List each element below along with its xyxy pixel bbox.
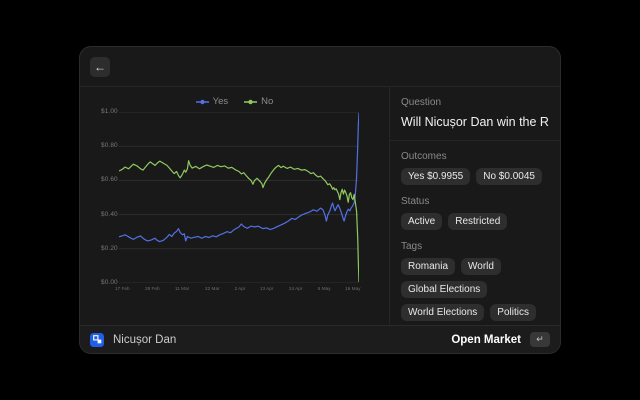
x-axis-tick-label: 11 Mar xyxy=(175,286,190,292)
enter-icon: ↵ xyxy=(536,334,544,344)
outcomes-label: Outcomes xyxy=(401,151,447,162)
enter-key-badge[interactable]: ↵ xyxy=(530,332,550,347)
back-button[interactable]: ← xyxy=(90,56,110,77)
status-badge: Restricted xyxy=(448,213,508,230)
content-area: Yes No 17 Feb 28 Feb 11 Mar 22 Mar 2 Apr 13 Ap… xyxy=(80,87,560,325)
status-label: Status xyxy=(401,196,430,207)
legend-marker-icon xyxy=(195,99,209,104)
back-arrow-icon: ← xyxy=(94,59,106,74)
x-axis-tick-label: 2 Apr xyxy=(234,286,246,292)
price-chart-svg xyxy=(118,111,360,284)
outcome-badge: No $0.0045 xyxy=(476,168,542,185)
x-axis-tick-label: 28 Feb xyxy=(145,286,160,292)
x-axis-tick-label: 5 May xyxy=(317,286,331,292)
y-axis-tick-label: $1.00 xyxy=(101,108,118,115)
y-axis-tick-label: $0.80 xyxy=(101,142,118,150)
command-bar: Nicușor Dan Open Market ↵ xyxy=(80,325,560,353)
legend-marker-icon xyxy=(244,99,258,104)
legend-label: No xyxy=(261,96,274,107)
app-logo-icon xyxy=(90,332,104,347)
plot-area[interactable] xyxy=(118,111,360,284)
x-axis-tick-label: 22 Mar xyxy=(204,286,220,292)
legend-item-yes[interactable]: Yes xyxy=(195,96,229,107)
x-axis-tick-label: 17 Feb xyxy=(115,286,130,292)
outcome-badge: Yes $0.9955 xyxy=(401,168,471,185)
market-detail-window: ← Yes No 17 Feb 28 Feb 11 Mar 22 Mar 2 Apr 13 … xyxy=(79,46,561,354)
y-axis-tick-label: $0.60 xyxy=(101,176,118,184)
x-axis-tick-label: 13 Apr xyxy=(260,286,274,292)
tag-badge: Politics xyxy=(490,304,536,321)
search-input[interactable]: Nicușor Dan xyxy=(113,333,177,346)
status-badges: Active Restricted xyxy=(401,213,549,230)
series-line-no xyxy=(118,160,360,283)
y-axis-tick-label: $0.40 xyxy=(101,210,118,218)
price-chart[interactable]: Yes No 17 Feb 28 Feb 11 Mar 22 Mar 2 Apr 13 Ap… xyxy=(80,87,389,325)
divider xyxy=(390,140,560,141)
tags-label: Tags xyxy=(401,241,423,252)
legend-item-no[interactable]: No xyxy=(244,96,273,107)
open-market-button[interactable]: Open Market xyxy=(451,333,521,346)
x-axis-labels: 17 Feb 28 Feb 11 Mar 22 Mar 2 Apr 13 Apr 24 Ap… xyxy=(113,286,363,292)
legend-label: Yes xyxy=(212,96,229,107)
tag-badge: Global Elections xyxy=(401,281,488,298)
x-axis-tick-label: 24 Apr xyxy=(288,286,303,292)
window-header: ← xyxy=(80,47,560,87)
tag-badges: Romania World Global Elections World Electi… xyxy=(401,258,549,321)
chart-legend: Yes No xyxy=(80,96,389,107)
status-badge: Active xyxy=(401,213,443,230)
outcome-badges: Yes $0.9955 No $0.0045 xyxy=(401,168,549,185)
question-title: Will Nicușor Dan win the Romanian... xyxy=(401,115,549,129)
question-label: Question xyxy=(401,97,442,108)
tag-badge: World xyxy=(461,258,501,275)
y-axis-tick-label: $0.00 xyxy=(101,279,118,286)
y-axis-tick-label: $0.20 xyxy=(101,244,118,252)
tag-badge: Romania xyxy=(401,258,456,275)
x-axis-tick-label: 16 May xyxy=(345,286,361,292)
market-detail-panel: Question Will Nicușor Dan win the Romani… xyxy=(389,87,560,325)
series-line-yes xyxy=(118,112,360,243)
tag-badge: World Elections xyxy=(401,304,485,321)
